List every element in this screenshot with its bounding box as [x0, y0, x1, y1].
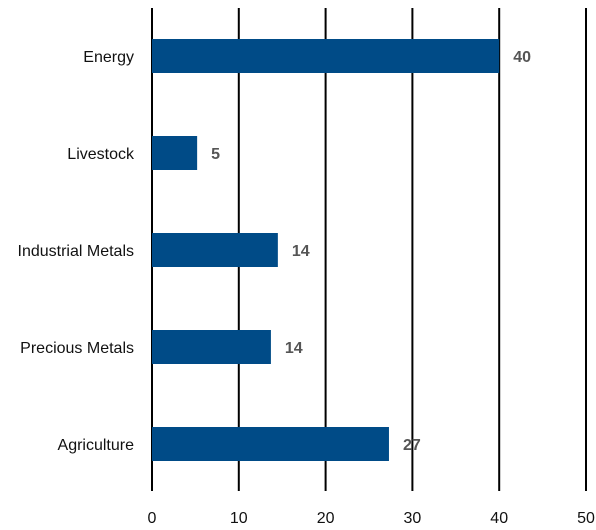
data-label-industrial-metals: 14 [292, 243, 310, 260]
category-labels: Energy Livestock Industrial Metals Precious… [18, 49, 135, 454]
category-label-industrial-metals: Industrial Metals [18, 243, 135, 260]
category-label-livestock: Livestock [67, 146, 135, 163]
data-label-livestock: 5 [211, 146, 220, 163]
gridlines [151, 8, 587, 491]
x-tick-label-0: 0 [148, 510, 157, 527]
category-label-precious-metals: Precious Metals [20, 340, 134, 357]
category-label-energy: Energy [83, 49, 134, 66]
data-label-agriculture: 27 [403, 437, 421, 454]
x-tick-label-50: 50 [577, 510, 595, 527]
bar-energy [152, 39, 500, 73]
data-label-precious-metals: 14 [285, 340, 303, 357]
data-label-energy: 40 [513, 49, 531, 66]
bar-industrial-metals [152, 233, 278, 267]
category-label-agriculture: Agriculture [58, 437, 135, 454]
bar-agriculture [152, 427, 389, 461]
x-tick-labels: 0 10 20 30 40 50 [148, 510, 595, 527]
x-tick-label-20: 20 [317, 510, 335, 527]
bars [152, 39, 500, 461]
x-tick-label-30: 30 [404, 510, 422, 527]
x-tick-label-40: 40 [490, 510, 508, 527]
bar-precious-metals [152, 330, 271, 364]
data-labels: 40 5 14 14 27 [211, 49, 531, 454]
bar-livestock [152, 136, 198, 170]
x-tick-label-10: 10 [230, 510, 248, 527]
